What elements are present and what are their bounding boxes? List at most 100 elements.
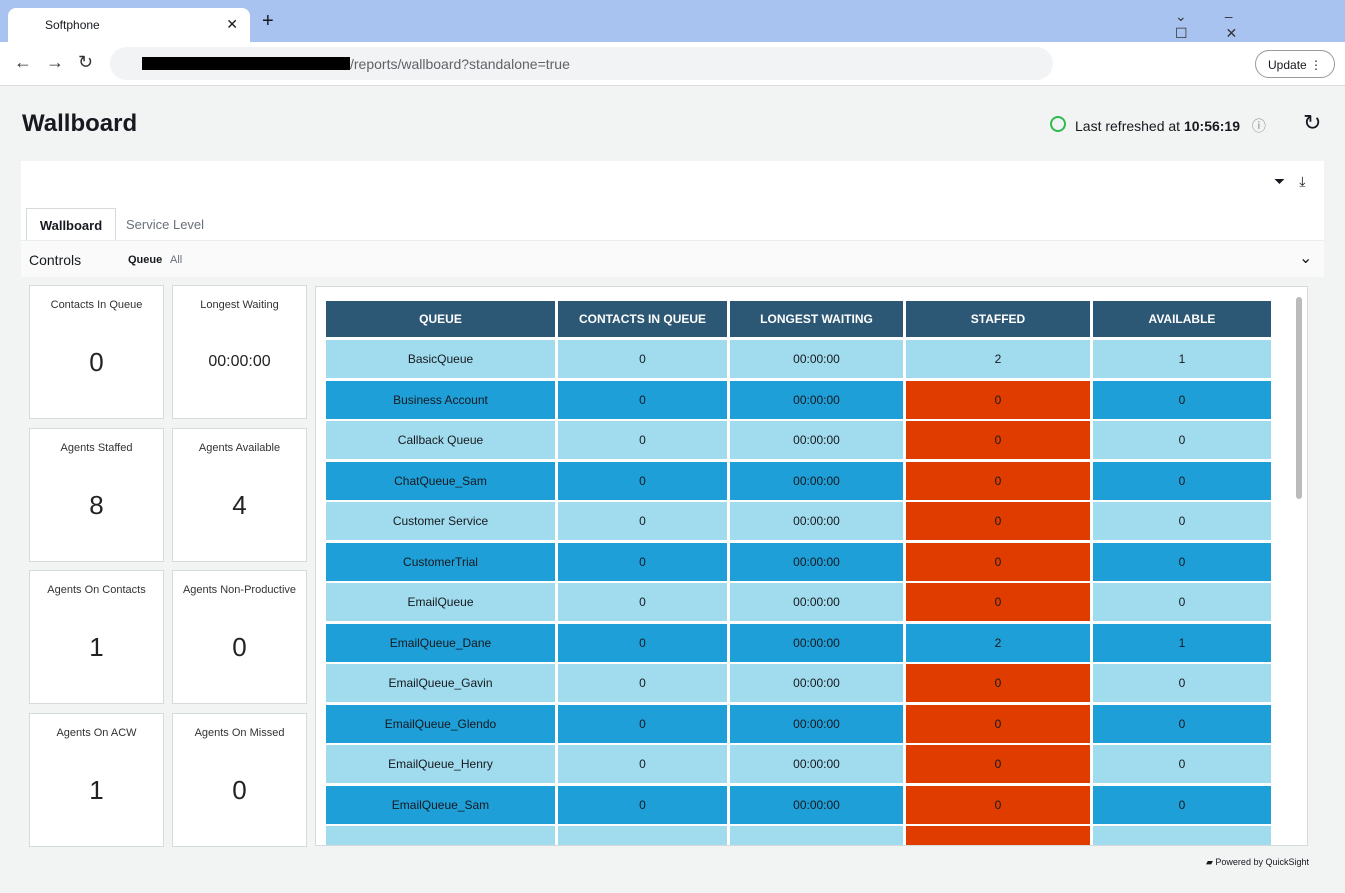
- table-cell: 0: [906, 542, 1090, 581]
- filter-value: All: [170, 254, 183, 266]
- table-cell: 00:00:00: [730, 380, 903, 419]
- table-cell: 0: [1093, 542, 1271, 581]
- url-field[interactable]: /reports/wallboard?standalone=true: [110, 47, 1053, 80]
- table-cell: 00:00:00: [730, 421, 903, 459]
- table-panel: QUEUE CONTACTS IN QUEUE LONGEST WAITING STA…: [315, 286, 1308, 846]
- table-cell: 00:00:00: [730, 502, 903, 540]
- table-cell: 0: [558, 461, 727, 500]
- table-cell: 0: [1093, 704, 1271, 743]
- refresh-button[interactable]: ↻: [1303, 110, 1322, 135]
- kpi-card: Agents Staffed 8: [29, 427, 164, 562]
- table-cell: 0: [558, 502, 727, 540]
- table-cell: EmailQueue_Sam: [326, 785, 555, 824]
- table: QUEUE CONTACTS IN QUEUE LONGEST WAITING STA…: [316, 287, 1307, 845]
- cut-row: [906, 826, 1090, 845]
- table-cell: 0: [558, 785, 727, 824]
- kpi-card: Agents Available 4: [172, 427, 307, 562]
- window-controls[interactable]: ⌄–☐✕: [1175, 8, 1276, 41]
- table-cell: Callback Queue: [326, 421, 555, 459]
- new-tab[interactable]: +: [262, 10, 274, 32]
- table-cell: 0: [558, 542, 727, 581]
- table-cell: 0: [1093, 664, 1271, 702]
- table-cell: 0: [1093, 421, 1271, 459]
- kpi-label: Agents Non-Productive: [182, 584, 297, 596]
- filter-name: Queue: [128, 254, 163, 266]
- table-cell: 0: [558, 704, 727, 743]
- table-cell: EmailQueue_Dane: [326, 623, 555, 662]
- column-header: QUEUE: [326, 301, 555, 337]
- kpi-value: 8: [89, 489, 104, 520]
- table-cell: 1: [1093, 340, 1271, 378]
- table-cell: 0: [558, 340, 727, 378]
- kpi-card: Agents On Contacts 1: [29, 570, 164, 704]
- table-cell: 2: [906, 340, 1090, 378]
- table-cell: 0: [1093, 745, 1271, 783]
- tab-bar: Softphone ✕ + ⌄–☐✕: [0, 0, 1345, 42]
- kpi-value: 1: [89, 774, 104, 805]
- column-header: STAFFED: [906, 301, 1090, 337]
- kpi-card: Longest Waiting 00:00:00: [172, 285, 307, 419]
- table-cell: Business Account: [326, 380, 555, 419]
- table-cell: 1: [1093, 623, 1271, 662]
- table-cell: 0: [906, 380, 1090, 419]
- expand[interactable]: ⌄: [1299, 250, 1313, 267]
- table-cell: 0: [558, 623, 727, 662]
- kpi-label: Agents On ACW: [56, 726, 137, 739]
- controls-label: Controls: [29, 252, 82, 268]
- table-cell: 0: [1093, 461, 1271, 500]
- kpi-value: 0: [232, 774, 247, 805]
- tab[interactable]: Service Level: [126, 217, 205, 232]
- table-cell: EmailQueue: [326, 583, 555, 621]
- table-cell: 00:00:00: [730, 745, 903, 783]
- table-cell: ChatQueue_Sam: [326, 461, 555, 500]
- table-cell: EmailQueue_Glendo: [326, 704, 555, 743]
- kpi-card: Agents On Missed 0: [172, 712, 307, 847]
- kpi-card: Agents On ACW 1: [29, 712, 164, 847]
- table-cell: 00:00:00: [730, 340, 903, 378]
- nav-buttons[interactable]: ←→↻: [14, 52, 108, 72]
- table-cell: 0: [1093, 502, 1271, 540]
- table-cell: 0: [1093, 380, 1271, 419]
- toolbar[interactable]: ⏷⤓: [1274, 173, 1320, 189]
- tab-active[interactable]: Wallboard: [26, 208, 116, 240]
- redacted: [142, 57, 350, 70]
- scrollbar[interactable]: [1296, 297, 1302, 499]
- cut-row: [1093, 826, 1271, 845]
- dashboard-header: ⏷⤓ Wallboard Service Level Controls Queu…: [21, 161, 1324, 277]
- tab-title: Softphone: [45, 18, 100, 32]
- cut-row: [326, 826, 555, 845]
- kpi-label: Agents On Missed: [194, 726, 285, 739]
- url: /reports/wallboard?standalone=true: [350, 56, 570, 72]
- update-button[interactable]: Update ⋮: [1255, 50, 1335, 78]
- table-cell: 0: [906, 704, 1090, 743]
- kpi-value: 1: [89, 632, 104, 662]
- table-cell: 0: [558, 664, 727, 702]
- kpi-label: Contacts In Queue: [50, 299, 143, 311]
- page-title: Wallboard: [22, 110, 138, 137]
- cut-row: [558, 826, 727, 845]
- browser-tab[interactable]: Softphone ✕: [8, 8, 250, 42]
- table-cell: EmailQueue_Gavin: [326, 664, 555, 702]
- cut-row: [730, 826, 903, 845]
- kpi-value: 0: [89, 347, 104, 377]
- refresh-label: Last refreshed at: [1075, 118, 1181, 134]
- table-cell: 0: [558, 421, 727, 459]
- kpi-value: 4: [232, 489, 247, 520]
- controls-row[interactable]: Controls Queue All ⌄: [21, 240, 1324, 277]
- column-header: AVAILABLE: [1093, 301, 1271, 337]
- table-cell: 0: [558, 583, 727, 621]
- column-header: CONTACTS IN QUEUE: [558, 301, 727, 337]
- kpi-value: 00:00:00: [208, 353, 271, 370]
- table-cell: EmailQueue_Henry: [326, 745, 555, 783]
- kpi-label: Longest Waiting: [200, 299, 279, 311]
- table-cell: 0: [558, 380, 727, 419]
- table-cell: 0: [1093, 583, 1271, 621]
- table-cell: 0: [906, 502, 1090, 540]
- table-cell: BasicQueue: [326, 340, 555, 378]
- table-cell: 00:00:00: [730, 623, 903, 662]
- table-cell: 00:00:00: [730, 583, 903, 621]
- status-icon: [1050, 116, 1066, 132]
- table-cell: 2: [906, 623, 1090, 662]
- column-header: LONGEST WAITING: [730, 301, 903, 337]
